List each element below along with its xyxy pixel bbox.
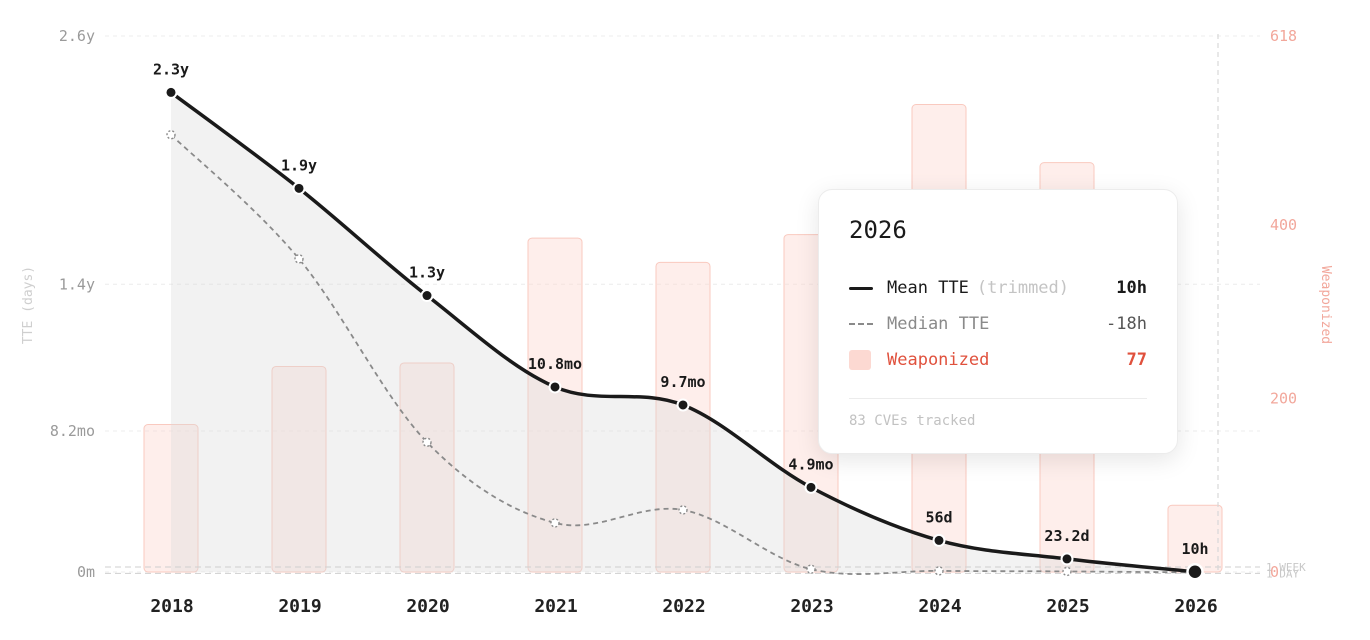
- bar-swatch: [849, 350, 873, 370]
- mean-area-fill: [171, 92, 1195, 572]
- dashed-line-swatch: [849, 314, 873, 334]
- median-point: [294, 254, 304, 264]
- tooltip-mean-value: 10h: [1116, 278, 1147, 298]
- mean-tte-series: [164, 85, 1204, 581]
- mean-data-label: 9.7mo: [660, 373, 705, 391]
- left-tick-label: 8.2mo: [50, 422, 95, 440]
- right-tick-label: 400: [1270, 216, 1297, 234]
- data-labels: 2.3y 1.9y 1.3y 10.8mo 9.7mo 4.9mo 56d 23.2d 10h: [153, 60, 1209, 557]
- median-point: [166, 130, 176, 140]
- tooltip-median-value: -18h: [1106, 314, 1147, 334]
- tooltip-weaponized-label: Weaponized: [887, 350, 990, 370]
- median-point: [422, 437, 432, 447]
- x-axis-ticks: 2018 2019 2020 2021 2022 2023 2024 2025 2026: [150, 596, 1217, 617]
- right-axis-title: Weaponized: [1318, 266, 1333, 344]
- x-tick-label: 2019: [278, 596, 321, 617]
- weaponized-bar: [271, 365, 327, 573]
- tooltip-mean-sub: (trimmed): [976, 278, 1070, 298]
- tooltip: 2026 Mean TTE (trimmed) 10h Median TTE -…: [818, 189, 1178, 454]
- left-tick-label: 2.6y: [59, 27, 95, 45]
- right-tick-label: 0: [1270, 563, 1279, 581]
- x-tick-label: 2020: [406, 596, 449, 617]
- tooltip-median-label: Median TTE: [887, 314, 990, 334]
- mean-point: [164, 85, 178, 99]
- tooltip-divider: [849, 398, 1147, 399]
- median-point: [1062, 566, 1072, 577]
- right-axis-ticks: 0 200 400 618: [1270, 27, 1297, 581]
- left-tick-label: 0m: [77, 563, 95, 581]
- mean-data-label: 56d: [925, 508, 952, 526]
- mean-data-label: 10h: [1181, 540, 1208, 558]
- x-tick-label: 2024: [918, 596, 962, 617]
- mean-data-label: 4.9mo: [788, 455, 833, 473]
- tooltip-footer: 83 CVEs tracked: [849, 413, 976, 429]
- x-tick-label: 2021: [534, 596, 577, 617]
- x-tick-label: 2023: [790, 596, 833, 617]
- mean-data-label: 23.2d: [1044, 527, 1089, 545]
- median-line: [170, 134, 1196, 575]
- x-tick-label: 2022: [662, 596, 705, 617]
- x-tick-label: 2018: [150, 596, 193, 617]
- solid-line-swatch: [849, 278, 873, 298]
- x-tick-label: 2025: [1046, 596, 1089, 617]
- tooltip-mean-label: Mean TTE: [887, 278, 969, 298]
- median-point: [806, 564, 816, 574]
- mean-data-label: 10.8mo: [528, 355, 582, 373]
- mean-point: [1060, 552, 1074, 566]
- tooltip-weaponized-value: 77: [1126, 350, 1147, 370]
- tooltip-title: 2026: [849, 216, 907, 244]
- mean-tte-area: [171, 92, 1195, 572]
- x-tick-label: 2026: [1174, 596, 1217, 617]
- mean-point: [420, 289, 434, 303]
- median-point: [678, 505, 688, 515]
- mean-data-label: 1.3y: [409, 264, 445, 282]
- weaponized-bar: [527, 237, 583, 573]
- tooltip-row-mean: Mean TTE (trimmed) 10h: [849, 270, 1147, 306]
- mean-data-label: 1.9y: [281, 156, 317, 174]
- tooltip-row-weaponized: Weaponized 77: [849, 342, 1147, 378]
- reference-label: 1 DAY: [1266, 567, 1299, 580]
- left-axis-title: TTE (days): [21, 266, 36, 344]
- left-axis-ticks: 0m 8.2mo 1.4y 2.6y: [50, 27, 95, 581]
- right-tick-label: 618: [1270, 27, 1297, 45]
- right-tick-label: 200: [1270, 390, 1297, 408]
- median-point: [934, 566, 944, 576]
- mean-point: [292, 181, 306, 195]
- weaponized-bar: [399, 362, 455, 573]
- mean-point: [548, 380, 562, 394]
- tooltip-row-median: Median TTE -18h: [849, 306, 1147, 342]
- mean-point: [804, 480, 818, 494]
- mean-point: [932, 533, 946, 547]
- weaponized-bar: [143, 424, 199, 573]
- mean-point: [676, 398, 690, 412]
- left-tick-label: 1.4y: [59, 275, 95, 293]
- reference-label: 1 WEEK: [1266, 561, 1306, 574]
- median-point: [550, 518, 560, 528]
- mean-data-label: 2.3y: [153, 60, 189, 78]
- weaponized-bar: [1167, 504, 1223, 573]
- mean-point: [1186, 563, 1204, 581]
